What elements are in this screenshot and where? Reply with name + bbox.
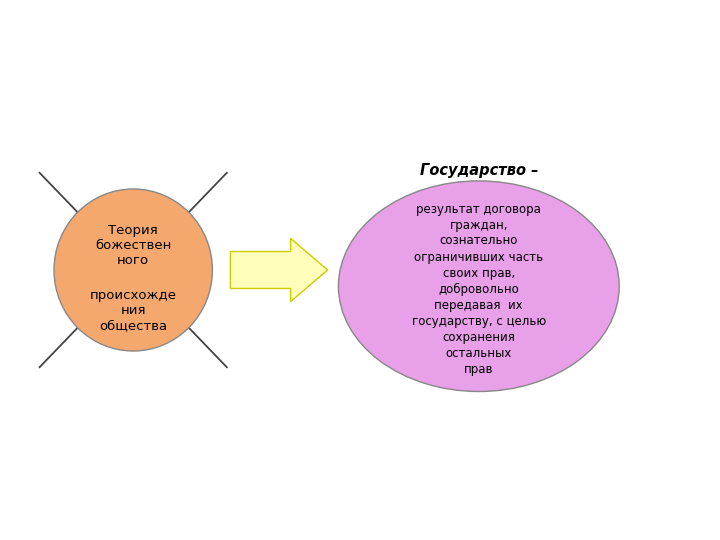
Text: результат договора
граждан,
сознательно
ограничивших часть
своих прав,
доброволь: результат договора граждан, сознательно …: [412, 202, 546, 376]
Text: Теория
божествен
ного: Теория божествен ного: [95, 224, 171, 267]
Circle shape: [338, 181, 619, 392]
Polygon shape: [230, 239, 328, 301]
Ellipse shape: [54, 189, 212, 351]
Text: Государство –: Государство –: [420, 163, 538, 178]
Text: происхожде
ния
общества: происхожде ния общества: [90, 289, 176, 332]
